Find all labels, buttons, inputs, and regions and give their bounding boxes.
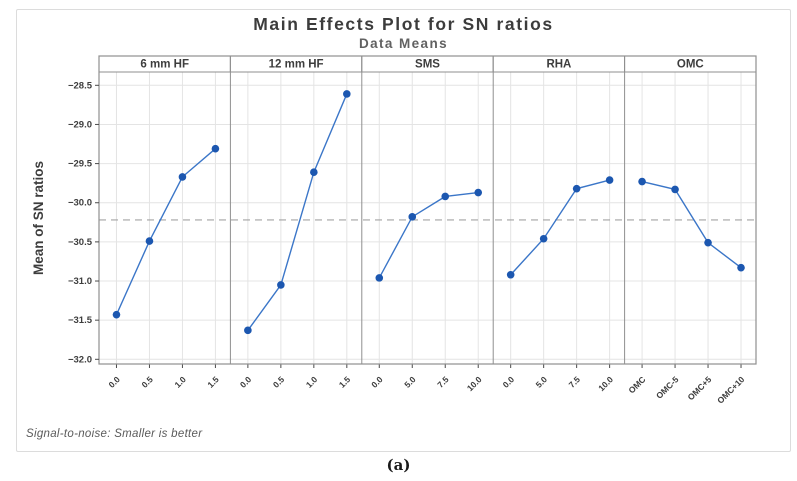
x-tick-label: 7.5 [435,374,451,390]
chart-footnote: Signal-to-noise: Smaller is better [26,428,203,440]
panel-rha: RHA 0.0 5.0 7.5 10.0 [492,55,626,393]
chart-subtitle: Data Means [358,36,449,51]
panel-header-label: 12 mm HF [269,59,324,71]
y-tick-label: −28.5 [68,80,93,91]
panel-sms: SMS 0.0 5.0 7.5 10.0 [361,55,494,393]
y-tick-label: −32.0 [68,354,92,365]
x-tick-label: 0.0 [106,374,122,390]
y-axis-label: Mean of SN ratios [31,161,46,275]
chart-title: Main Effects Plot for SN ratios [253,14,554,34]
panel-header-label: RHA [546,59,571,71]
x-tick-label: 10.0 [596,374,615,393]
series-line [510,179,610,276]
data-point [310,168,318,177]
data-point [441,192,450,201]
main-effects-chart: 6 mm HF 0.0 0.5 1.0 1.5 12 mm HF 0.0 0.5 1.0 1.5 S… [31,55,757,406]
data-point [704,238,712,247]
data-point [671,185,679,194]
data-point [605,176,614,184]
x-tick-label: 5.0 [402,374,418,390]
series-line [641,180,742,269]
data-point [178,173,187,181]
panel-header-label: OMC [677,59,704,71]
panel-6-mm-hf: 6 mm HF 0.0 0.5 1.0 1.5 [98,55,231,390]
x-tick-label: 1.5 [337,374,353,390]
figure-caption: (a) [386,456,411,474]
x-tick-label: 5.0 [534,374,550,390]
data-point [244,326,252,335]
x-tick-label: 1.0 [304,374,320,390]
y-tick-label: −29.5 [68,159,93,170]
x-tick-label: 7.5 [567,374,583,390]
x-tick-label: OMC-5 [654,374,681,401]
series-line [115,148,216,315]
x-tick-label: 0.5 [271,374,287,390]
data-point [737,263,745,272]
data-point [145,237,154,245]
series-line [378,191,479,279]
data-point [539,234,548,243]
data-point [211,144,220,153]
y-tick-label: −30.5 [68,237,93,248]
data-point [638,177,646,186]
y-tick-label: −31.0 [68,276,92,287]
main-effects-plot-figure: Main Effects Plot for SN ratios Data Mea… [16,9,791,452]
data-point [408,213,417,221]
data-point [572,184,581,193]
y-tick-label: −29.0 [68,119,92,130]
x-tick-label: 10.0 [465,374,484,393]
x-tick-label: OMC+10 [715,374,746,405]
data-point [112,310,121,319]
data-point [506,270,515,279]
panel-header-label: SMS [415,59,440,71]
x-tick-label: 0.0 [501,374,517,390]
x-tick-label: OMC+5 [686,374,714,402]
panel-omc: OMC OMC OMC-5 OMC+5 OMC+10 [624,55,757,406]
panel-12-mm-hf: 12 mm HF 0.0 0.5 1.0 1.5 [229,55,363,390]
x-tick-label: 1.0 [172,374,188,390]
series-line [247,93,348,331]
x-tick-label: OMC [626,374,647,395]
panel-header-label: 6 mm HF [140,59,189,71]
data-point [277,281,285,289]
x-tick-label: 0.0 [369,374,385,390]
x-tick-label: 1.5 [205,374,221,390]
data-point [375,274,384,282]
y-tick-label: −30.0 [68,198,92,209]
data-point [474,188,483,197]
y-tick-label: −31.5 [68,315,93,326]
x-tick-label: 0.0 [238,374,254,390]
data-point [343,90,351,98]
plot-frame [98,55,757,365]
x-tick-label: 0.5 [139,374,155,390]
